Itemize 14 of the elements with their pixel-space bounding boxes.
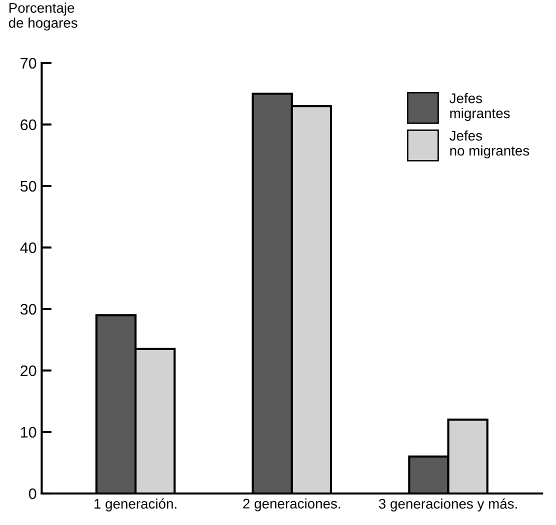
y-tick-label: 0 [28, 488, 36, 500]
y-tick-label: 70 [20, 58, 36, 69]
y-tick-label: 60 [20, 119, 36, 130]
y-axis-title: Porcentaje de hogares [8, 2, 78, 31]
y-tick-label: 10 [21, 426, 36, 438]
legend-label: Jefes no migrantes [450, 130, 530, 158]
legend-label: Jefes migrantes [450, 93, 510, 121]
y-tick-label: 40 [20, 242, 36, 254]
y-tick-label: 20 [20, 365, 36, 376]
x-tick-label: 2 generaciones. [243, 498, 340, 512]
y-tick-label: 50 [20, 180, 36, 192]
x-tick-label: 1 generación. [94, 498, 176, 512]
x-tick-label: 3 generaciones y más. [378, 498, 517, 512]
y-tick-label: 30 [20, 304, 36, 315]
